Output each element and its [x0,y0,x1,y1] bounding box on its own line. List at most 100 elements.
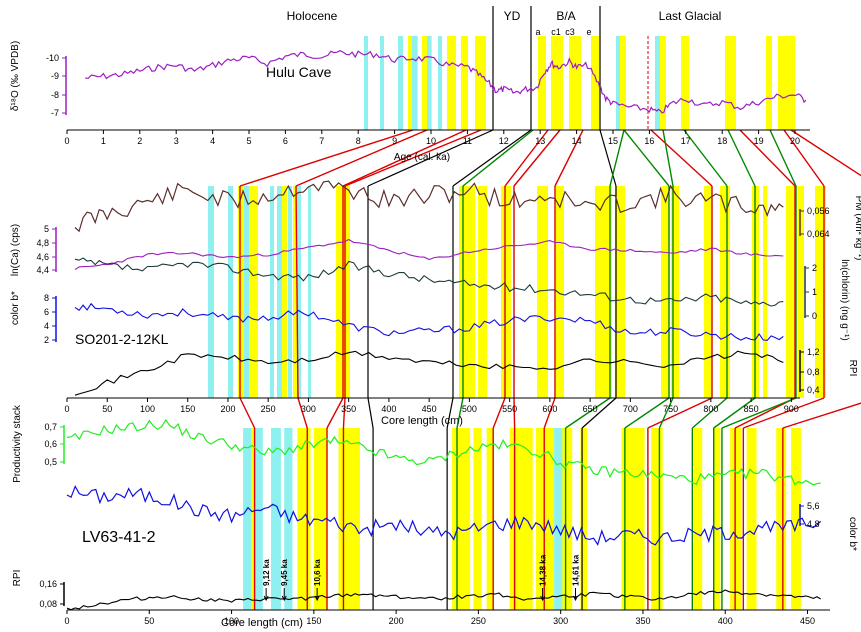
p3-yellow-band-12 [621,428,645,610]
p1-cyan-band-5 [438,36,442,130]
p2-xaxis-tick-label-9: 450 [422,404,437,414]
period-yd-label: YD [504,9,521,23]
p3-colorb-yaxis-tick-label-0: 5,6 [807,501,820,511]
p3-yellow-band-17 [746,428,757,610]
p1-yellow-band-2 [447,36,456,130]
p2-chlorin-yaxis-tick-label-0: 2 [812,263,817,273]
p1-yellow-band-10 [660,36,666,130]
p2-yellow-band-19 [815,186,826,398]
p1-xaxis-tick-label-3: 3 [174,136,179,146]
p2-pm-yaxis-tick-label-0: 0,056 [807,206,830,216]
p3-prod-yaxis-tick-label-0: 0,7 [44,422,57,432]
p3-xaxis-tick-label-7: 350 [635,616,650,626]
p2-xaxis-tick-label-8: 400 [381,404,396,414]
p3-cyan-band-0 [243,428,252,610]
tie-lines [239,6,861,610]
p3-prod-yaxis-tick-label-1: 0,6 [44,439,57,449]
tie-lower-4 [367,397,374,429]
p1-xaxis-tick-label-10: 10 [426,136,436,146]
p2-xaxis-tick-label-17: 850 [744,404,759,414]
age-mark-label-3: 14,38 ka [539,554,548,586]
tie-upper-7 [504,129,549,187]
p1-xaxis-tick-label-20: 20 [790,136,800,146]
tie-upper-19 [783,129,825,187]
p3-yellow-band-19 [791,428,801,610]
tie-upper-1 [295,129,428,187]
tie-upper-13 [650,129,713,187]
p1-cyan-band-6 [616,36,620,130]
tie-lower-3 [342,397,346,429]
p1-xaxis-tick-label-6: 6 [283,136,288,146]
tie-upper-6 [462,129,534,187]
tie-lower-18 [721,397,797,429]
p2-colorb-yaxis-tick-label-0: 8 [44,293,49,303]
p2-cyan-band-0 [208,186,214,398]
p2-yellow-band-10 [615,186,625,398]
p1-yellow-band-9 [617,36,626,130]
panel3-ylabel-colorb: color b* [847,517,858,551]
event-bands [208,36,826,610]
p3-xaxis-tick-label-8: 400 [718,616,733,626]
p3-yellow-band-6 [486,428,494,610]
p1-xaxis-tick-label-15: 15 [608,136,618,146]
p1-yaxis-tick-label-3: -7 [51,108,59,118]
p3-yellow-band-9 [535,428,555,610]
p2-chlorin-yaxis-tick-label-1: 1 [812,287,817,297]
p1-yaxis-tick-label-0: -10 [46,53,59,63]
p3-cyan-band-1 [254,428,263,610]
period-holocene-label: Holocene [287,9,338,23]
p2-cyan-band-6 [297,186,301,398]
p3-xaxis-tick-label-9: 450 [800,616,815,626]
p3-cyan-band-4 [554,428,563,610]
p2-cyan-band-7 [308,186,311,398]
p3-rpi-yaxis-tick-label-0: 0,16 [39,579,57,589]
tie-upper-12 [623,129,670,187]
p2-xaxis-tick-label-0: 0 [64,404,69,414]
tie-upper-2 [342,129,467,187]
tie-lower-13 [647,397,713,429]
p1-yellow-band-14 [778,36,795,130]
series-hulu-line [85,50,807,114]
p1-cyan-band-2 [398,36,403,130]
tie-upper-17 [739,129,796,187]
p3-yellow-band-15 [713,428,721,610]
tie-upper-16 [727,129,756,187]
series-chlorin-line [74,257,784,307]
p1-xaxis-tick-label-4: 4 [210,136,215,146]
p1-yellow-band-4 [475,36,486,130]
p2-pm-yaxis-tick-label-1: 0,064 [807,229,830,239]
p3-yellow-band-14 [693,428,703,610]
p2-yellow-band-16 [763,186,767,398]
p1-xaxis-tick-label-1: 1 [101,136,106,146]
p3-xaxis-tick-label-4: 200 [389,616,404,626]
tie-lower-16 [713,397,756,429]
p1-xaxis-tick-label-18: 18 [717,136,727,146]
tie-lower-11 [565,397,611,429]
p2-xaxis-tick-label-13: 650 [583,404,598,414]
tie-upper-18 [769,129,797,187]
substage-e-label: e [586,27,591,37]
age-mark-label-2: 10,6 ka [313,559,322,586]
p2-yellow-band-1 [279,186,287,398]
tie-upper-4 [367,129,494,187]
panel3-xlabel: Core length (cm) [221,617,303,629]
p2-yellow-band-18 [798,186,804,398]
panel1-ylabel: δ¹⁸O (‰ VPDB) [10,41,21,111]
p1-xaxis-tick-label-19: 19 [754,136,764,146]
p2-xaxis-tick-label-7: 350 [341,404,356,414]
p2-chlorin-yaxis-tick-label-2: 0 [812,311,817,321]
p2-xaxis-tick-label-3: 150 [180,404,195,414]
series-colorb-line [74,302,784,341]
p2-yellow-band-8 [556,186,564,398]
panel2-ylabel-colorb: color b* [10,291,21,325]
p3-xaxis-tick-label-5: 250 [471,616,486,626]
age-mark-arrowhead-2 [314,595,320,602]
p2-xaxis-tick-label-2: 100 [140,404,155,414]
p2-cyan-band-1 [228,186,233,398]
panel2-ylabel-ca: ln(Ca) (cps) [10,224,21,276]
panel2-ylabel-pm: PM (Am² kg⁻¹) [853,196,861,261]
tie-lower-2 [326,397,344,429]
p3-xaxis-tick-label-1: 50 [144,616,154,626]
hulu-series-label: Hulu Cave [266,64,332,80]
tie-lower-8 [513,397,516,429]
